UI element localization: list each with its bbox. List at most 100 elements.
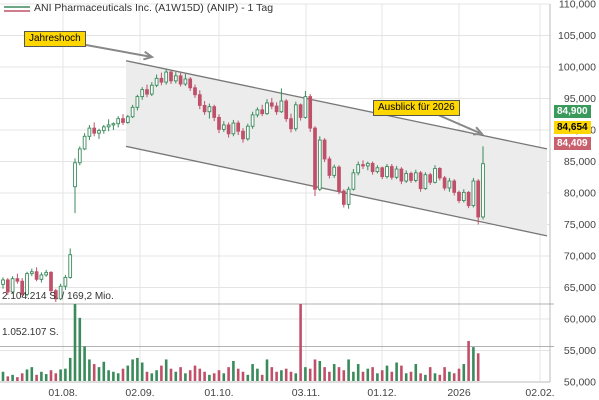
- volume-bar: [126, 365, 130, 381]
- annotation-arrows: [85, 44, 485, 136]
- candle: [68, 248, 73, 279]
- candle: [178, 72, 183, 87]
- volume-bar: [428, 367, 432, 381]
- candle: [15, 273, 20, 284]
- candle: [481, 146, 485, 220]
- price-tick-label: 100,000: [558, 62, 596, 74]
- volume-bar: [376, 373, 379, 381]
- volume-bar: [462, 364, 466, 381]
- volume-bar: [97, 367, 101, 381]
- candle: [452, 179, 457, 196]
- volume-bar: [11, 374, 14, 381]
- candle: [245, 123, 250, 141]
- annotation-ausblick: Ausblick für 2026: [373, 100, 460, 116]
- price-tick-label: 60,000: [564, 314, 596, 326]
- time-tick-label: 2026: [447, 387, 471, 399]
- candle: [476, 179, 481, 225]
- candle: [423, 172, 428, 190]
- volume-bar: [294, 373, 298, 381]
- volume-bar: [59, 369, 62, 381]
- time-axis: 01.08. 02.09. 01.10. 03.11. 01.12. 2026 02.02.: [48, 387, 554, 399]
- volume-bar: [78, 317, 82, 381]
- volume-bar: [68, 357, 72, 381]
- volume-bar: [188, 370, 192, 381]
- candle: [39, 272, 44, 283]
- candle: [116, 116, 121, 128]
- volume-bar: [395, 362, 398, 381]
- volume-bar: [443, 367, 446, 381]
- volume-bar: [222, 373, 226, 381]
- candle: [375, 165, 380, 174]
- candle: [466, 191, 471, 209]
- candle: [193, 84, 197, 98]
- candle: [140, 87, 145, 100]
- volume-bar: [179, 367, 182, 381]
- volume-bar: [371, 367, 374, 381]
- volume-bar: [16, 377, 19, 381]
- candle: [73, 158, 77, 214]
- volume-bar: [121, 368, 125, 381]
- volume-bar: [472, 347, 475, 381]
- candle: [389, 164, 394, 180]
- candle: [197, 90, 202, 110]
- candle: [317, 136, 322, 192]
- candle: [49, 271, 53, 294]
- volume-bar: [227, 367, 230, 381]
- volume-bar: [193, 365, 197, 381]
- candle: [10, 276, 15, 294]
- candle: [221, 121, 226, 132]
- price-tick-label: 65,000: [564, 282, 596, 294]
- candle: [58, 283, 63, 301]
- volume-max-label: 2.104.214 S. / 169,2 Mio.: [2, 291, 114, 302]
- volume-bar: [116, 373, 120, 381]
- volume-bar: [160, 365, 163, 381]
- volume-bar: [54, 373, 58, 381]
- time-tick-label: 03.11.: [292, 387, 320, 399]
- candle: [183, 73, 188, 86]
- candle: [303, 90, 308, 119]
- candle: [92, 122, 97, 137]
- price-tick-label: 70,000: [564, 251, 596, 263]
- candle: [337, 165, 341, 195]
- volume-bar: [265, 359, 269, 381]
- volume-bar: [433, 373, 437, 381]
- volume-bar: [409, 371, 413, 381]
- volume-bar: [102, 361, 106, 381]
- volume-bar: [256, 368, 259, 381]
- candle: [53, 288, 58, 302]
- candle: [394, 165, 399, 180]
- chart-title: ANI Pharmaceuticals Inc. (A1W15D) (ANIP)…: [34, 2, 274, 14]
- candle: [365, 161, 370, 171]
- volume-bar: [356, 364, 360, 381]
- volume-bar: [208, 374, 211, 381]
- volume-bar: [275, 371, 278, 381]
- candle: [159, 72, 164, 86]
- volume-bar: [270, 367, 274, 381]
- candle: [322, 138, 327, 163]
- volume-bar: [25, 369, 29, 381]
- candle: [413, 169, 418, 183]
- candle: [293, 101, 298, 132]
- volume-bar: [414, 364, 418, 381]
- volume-bar: [20, 373, 24, 381]
- candle: [154, 74, 159, 88]
- candle: [25, 271, 29, 297]
- candle: [404, 170, 409, 183]
- time-tick-label: 02.09.: [125, 387, 154, 399]
- volume-bar: [313, 359, 317, 381]
- price-tick-label: 75,000: [564, 219, 596, 231]
- candle: [298, 103, 303, 121]
- volume-bar: [64, 368, 67, 381]
- candle: [63, 274, 68, 291]
- volume-bar: [457, 368, 461, 381]
- volume-bar: [44, 374, 48, 381]
- volume-bar: [107, 370, 110, 381]
- volume-bar: [452, 373, 456, 381]
- candle: [284, 99, 289, 122]
- volume-bar: [1, 371, 5, 381]
- candle: [274, 102, 279, 115]
- candle: [121, 114, 125, 125]
- candle: [77, 146, 82, 166]
- candle: [169, 70, 173, 85]
- volume-bar: [328, 371, 331, 381]
